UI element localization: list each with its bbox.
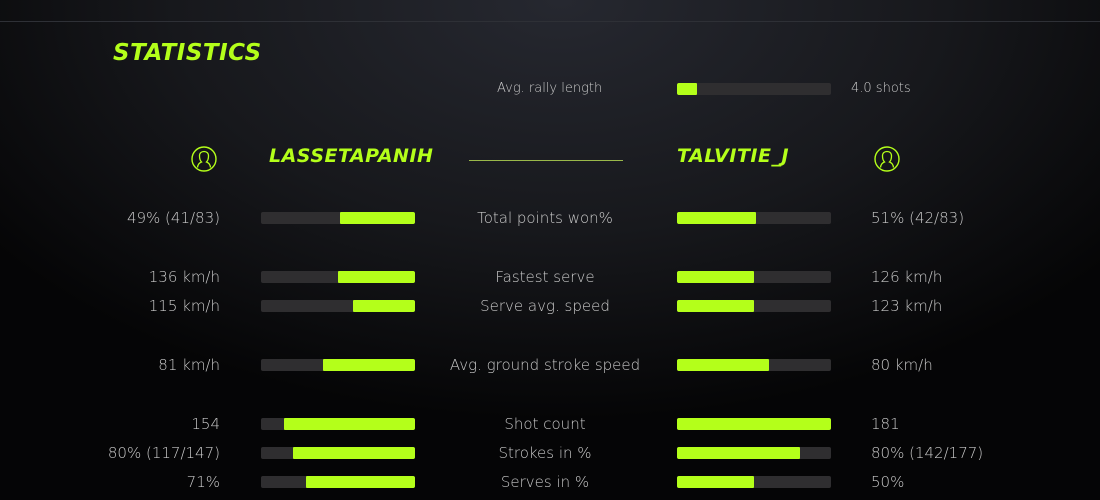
- right-value: 51% (42/83): [871, 209, 965, 227]
- rally-value: 4.0 shots: [851, 81, 911, 96]
- stat-label: Total points won%: [477, 209, 613, 227]
- rally-label: Avg. rally length: [497, 81, 603, 96]
- left-bar-fill: [305, 476, 415, 488]
- left-player-name: LASSETAPANIH: [269, 145, 434, 167]
- stat-label: Serve avg. speed: [480, 297, 610, 315]
- stat-label: Avg. ground stroke speed: [449, 356, 641, 374]
- right-value: 126 km/h: [871, 268, 943, 286]
- stat-label: Shot count: [504, 415, 586, 433]
- left-bar: [261, 300, 415, 312]
- right-bar-fill: [677, 418, 831, 430]
- user-circle-icon: [191, 146, 217, 172]
- right-bar: [677, 271, 831, 283]
- left-bar-fill: [338, 271, 415, 283]
- right-bar-fill: [677, 271, 754, 283]
- right-bar: [677, 447, 831, 459]
- left-bar: [261, 418, 415, 430]
- stat-row: 115 km/h Serve avg. speed 123 km/h: [0, 296, 1100, 316]
- left-value: 80% (117/147): [107, 444, 220, 462]
- left-bar-fill: [353, 300, 415, 312]
- stat-row: 81 km/h Avg. ground stroke speed 80 km/h: [0, 355, 1100, 375]
- left-bar: [261, 447, 415, 459]
- stat-label: Serves in %: [500, 473, 590, 491]
- right-bar-fill: [677, 300, 754, 312]
- right-bar-fill: [677, 476, 754, 488]
- right-value: 181: [871, 415, 900, 433]
- right-bar: [677, 359, 831, 371]
- left-bar: [261, 212, 415, 224]
- right-bar: [677, 212, 831, 224]
- stat-row: 80% (117/147) Strokes in % 80% (142/177): [0, 443, 1100, 463]
- stat-row: 136 km/h Fastest serve 126 km/h: [0, 267, 1100, 287]
- right-value: 123 km/h: [871, 297, 943, 315]
- right-bar: [677, 476, 831, 488]
- top-divider: [0, 21, 1100, 22]
- right-value: 80% (142/177): [871, 444, 984, 462]
- left-bar: [261, 476, 415, 488]
- right-value: 80 km/h: [871, 356, 933, 374]
- stat-label: Fastest serve: [495, 268, 595, 286]
- page-title: STATISTICS: [113, 40, 262, 66]
- left-bar-fill: [293, 447, 415, 459]
- left-value: 71%: [186, 473, 220, 491]
- right-bar-fill: [677, 447, 801, 459]
- header-divider: [469, 160, 623, 161]
- right-player-name: TALVITIE_J: [677, 145, 790, 167]
- stat-row: 154 Shot count 181: [0, 414, 1100, 434]
- left-bar: [261, 359, 415, 371]
- right-bar-fill: [677, 359, 770, 371]
- stat-row: 71% Serves in % 50%: [0, 472, 1100, 492]
- stat-label: Strokes in %: [498, 444, 592, 462]
- rally-bar-fill: [677, 83, 698, 95]
- left-value: 115 km/h: [148, 297, 220, 315]
- user-circle-icon: [874, 146, 900, 172]
- right-bar: [677, 300, 831, 312]
- right-bar-fill: [677, 212, 756, 224]
- left-bar-fill: [284, 418, 415, 430]
- left-value: 154: [191, 415, 220, 433]
- right-value: 50%: [871, 473, 905, 491]
- stat-row: 49% (41/83) Total points won% 51% (42/83…: [0, 208, 1100, 228]
- left-value: 81 km/h: [158, 356, 220, 374]
- left-value: 49% (41/83): [126, 209, 220, 227]
- left-bar-fill: [322, 359, 415, 371]
- right-bar: [677, 418, 831, 430]
- rally-bar: [677, 83, 831, 95]
- left-bar-fill: [339, 212, 415, 224]
- left-bar: [261, 271, 415, 283]
- left-value: 136 km/h: [148, 268, 220, 286]
